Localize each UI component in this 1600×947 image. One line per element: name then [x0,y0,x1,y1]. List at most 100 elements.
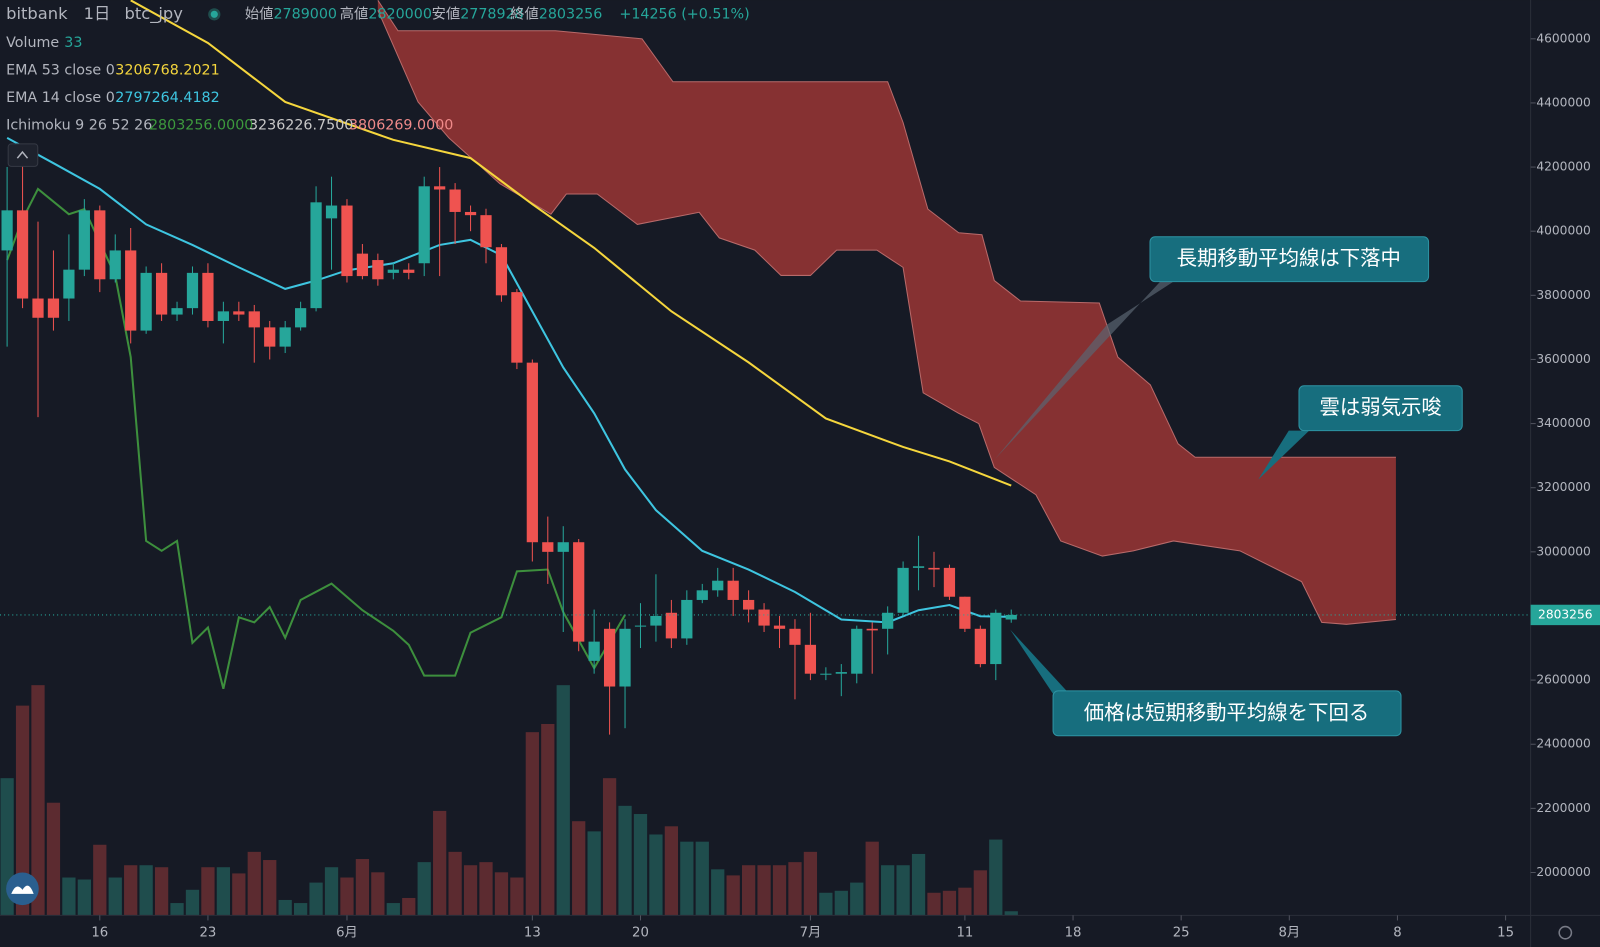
y-tick-label: 4000000 [1536,224,1591,238]
volume-bar [942,890,957,916]
volume-bar [803,851,818,916]
last-price-box [1530,604,1600,626]
candle-body [866,628,878,631]
candle-body [835,672,847,674]
callout-box [1298,385,1463,432]
volume-bar [741,865,756,916]
y-tick-label: 2200000 [1536,801,1591,815]
candle-body [264,327,276,347]
legend-ema53: EMA 53 close 0 [6,62,115,78]
x-tick-label: 25 [1173,926,1190,941]
volume-bar [680,841,694,916]
candle-body [279,327,291,347]
legend-ichimoku-value: 2803256.0000 [149,118,253,134]
candle-body [356,253,369,277]
source: bitbank [6,4,68,23]
legend-volume-value: 33 [64,35,82,51]
volume-bar [402,897,416,916]
y-tick-label: 4600000 [1536,31,1591,45]
x-tick-label: 7月 [800,926,822,941]
open-label: 始値 [245,5,274,22]
close-value: 2803256 [539,6,603,22]
candle-body [171,308,183,315]
candle-body [974,628,986,665]
candle-body [743,599,755,610]
volume-bar [711,869,725,916]
candle-body [94,210,106,280]
candle-body [464,211,477,216]
candle-body [758,609,770,626]
y-tick-label: 3200000 [1536,480,1591,494]
volume-bar [371,872,385,916]
candle-body [511,292,523,363]
candle-body [480,215,492,248]
y-tick-label: 4400000 [1536,95,1591,109]
logo[interactable] [6,872,39,906]
collapse-icon [16,150,29,159]
volume-bar [510,877,524,916]
indicator-line [6,136,1012,624]
volume-bar [1004,911,1018,916]
callout-pointer [1258,430,1310,480]
volume-bar [46,802,61,916]
volume-bar [386,903,400,916]
volume-bar [324,867,339,916]
volume-bar [881,865,895,916]
volume-bar [433,810,447,916]
candle-body [1005,614,1017,620]
logo-mark [11,885,34,894]
volume-bar [896,865,910,916]
callout-box [1149,236,1430,283]
volume-bar [448,851,462,916]
candle-body [248,311,260,328]
candle-body [202,272,214,321]
callout-text: 長期移動平均線は下落中 [1177,246,1401,270]
plot-area [0,0,1531,916]
volume-bar [556,685,570,916]
candle-body [943,567,956,597]
callout-text: 価格は短期移動平均線を下回る [1084,700,1369,724]
x-tick-label: 13 [524,926,541,941]
volume-bar [850,882,864,916]
candle-body [526,362,538,543]
volume-bar [989,839,1003,916]
volume-bar [93,844,107,916]
cloud-fill [377,0,1396,625]
y-tick-label: 2400000 [1536,737,1591,751]
candle-body [804,644,817,674]
annotations: 長期移動平均線は下落中 雲は弱気示唆 価格は短期移動平均線を下回る [994,236,1463,737]
volume-bar [494,872,509,916]
candle-body [434,186,446,190]
volume-bar [664,826,679,916]
y-tick-label: 3800000 [1536,288,1591,302]
volume-bar [108,877,122,916]
volume-bar [62,877,76,916]
candle-body [47,298,60,318]
volume-bar [309,882,323,916]
collapse-button[interactable] [7,143,39,167]
candle-body [63,269,75,299]
candle-body [665,612,677,639]
volume-bar [911,853,926,916]
volume-bar [201,867,215,916]
candle-body [990,612,1002,665]
volume-bar [355,859,370,916]
volume-bar [124,865,138,916]
candle-body [387,269,399,273]
x-tick-label: 8 [1393,926,1401,941]
candle-body [418,186,430,264]
candle-body [217,311,229,321]
legend-ema53-value: 3206768.2021 [115,62,219,78]
volume-bar [757,865,771,916]
legend-ema14: EMA 14 close 0 [6,90,115,106]
volume-bar [340,877,354,916]
candle-body [588,641,600,661]
candle-body [912,566,925,568]
settings-icon[interactable] [1558,925,1573,940]
y-tick-label: 2000000 [1536,865,1591,879]
volume-bar [927,892,941,916]
candle-body [573,542,585,642]
low-value: 2778928 [460,6,524,22]
candle-body [897,567,909,613]
volume-bar [541,723,555,916]
